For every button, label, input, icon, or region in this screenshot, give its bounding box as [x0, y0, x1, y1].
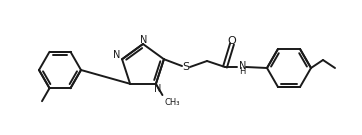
Text: N: N [113, 50, 121, 60]
Text: N: N [154, 84, 161, 94]
Text: S: S [182, 62, 190, 72]
Text: H: H [239, 68, 245, 77]
Text: CH₃: CH₃ [164, 98, 180, 107]
Text: O: O [228, 36, 236, 46]
Text: N: N [140, 35, 148, 45]
Text: N: N [239, 61, 247, 71]
